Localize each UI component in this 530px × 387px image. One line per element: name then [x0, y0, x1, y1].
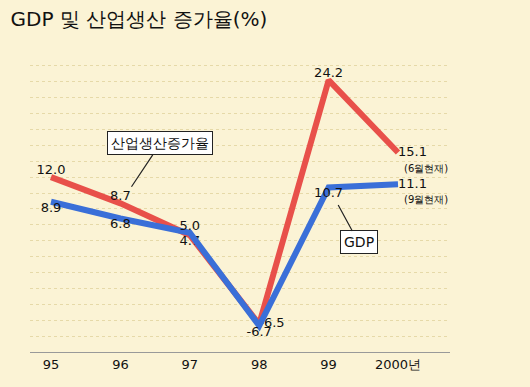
svg-text:12.0: 12.0 [37, 162, 66, 177]
svg-text:6.8: 6.8 [110, 216, 131, 231]
svg-text:5.0: 5.0 [179, 218, 200, 233]
svg-text:99: 99 [320, 357, 337, 372]
svg-text:96: 96 [112, 357, 129, 372]
svg-text:-6.5: -6.5 [259, 315, 284, 330]
svg-text:15.1: 15.1 [398, 144, 427, 159]
svg-text:8.9: 8.9 [41, 200, 62, 215]
svg-text:8.7: 8.7 [110, 188, 131, 203]
svg-text:GDP: GDP [344, 234, 374, 250]
svg-text:95: 95 [43, 357, 60, 372]
svg-text:4.7: 4.7 [179, 233, 200, 248]
svg-text:98: 98 [251, 357, 268, 372]
svg-text:2000년: 2000년 [375, 357, 421, 372]
svg-text:(9월현재): (9월현재) [404, 194, 448, 205]
svg-text:10.7: 10.7 [314, 185, 343, 200]
svg-text:-6.7: -6.7 [247, 324, 272, 339]
svg-text:11.1: 11.1 [398, 176, 427, 191]
svg-text:산업생산증가율: 산업생산증가율 [111, 135, 209, 151]
svg-text:GDP 및 산업생산 증가율(%): GDP 및 산업생산 증가율(%) [11, 7, 268, 31]
svg-text:24.2: 24.2 [314, 65, 343, 80]
svg-text:(6월현재): (6월현재) [404, 163, 448, 174]
svg-text:97: 97 [182, 357, 199, 372]
